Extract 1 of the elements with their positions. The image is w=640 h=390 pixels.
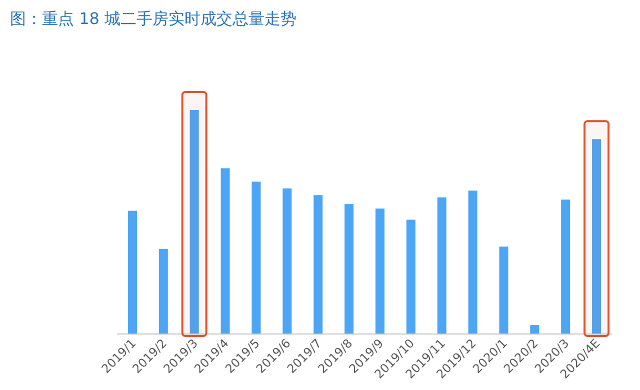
chart-title: 图：重点 18 城二手房实时成交总量走势	[10, 9, 297, 28]
